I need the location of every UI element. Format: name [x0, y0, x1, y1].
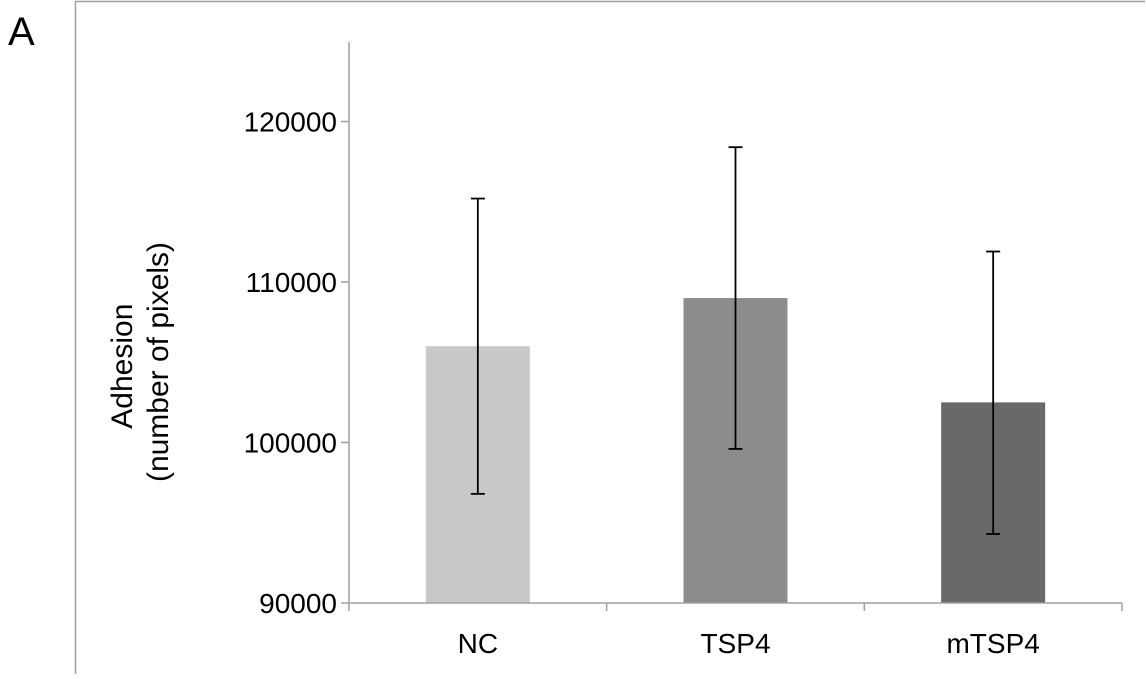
x-tick-label: TSP4: [700, 628, 770, 659]
chart-marks: 90000 100000 110000 120000 NC TSP4 mTSP4: [244, 42, 1123, 659]
y-tick-label: 120000: [244, 107, 337, 138]
y-tick-label: 110000: [246, 267, 337, 298]
panel-label: A: [8, 10, 35, 54]
x-tick-label: NC: [458, 628, 498, 659]
y-tick-label: 100000: [244, 428, 337, 459]
y-axis-title-line2: (number of pixels): [142, 242, 175, 482]
y-axis-title: Adhesion (number of pixels): [106, 242, 175, 482]
y-tick-label: 90000: [259, 588, 337, 619]
x-tick-label: mTSP4: [946, 628, 1039, 659]
y-axis-title-line1: Adhesion: [106, 304, 139, 429]
